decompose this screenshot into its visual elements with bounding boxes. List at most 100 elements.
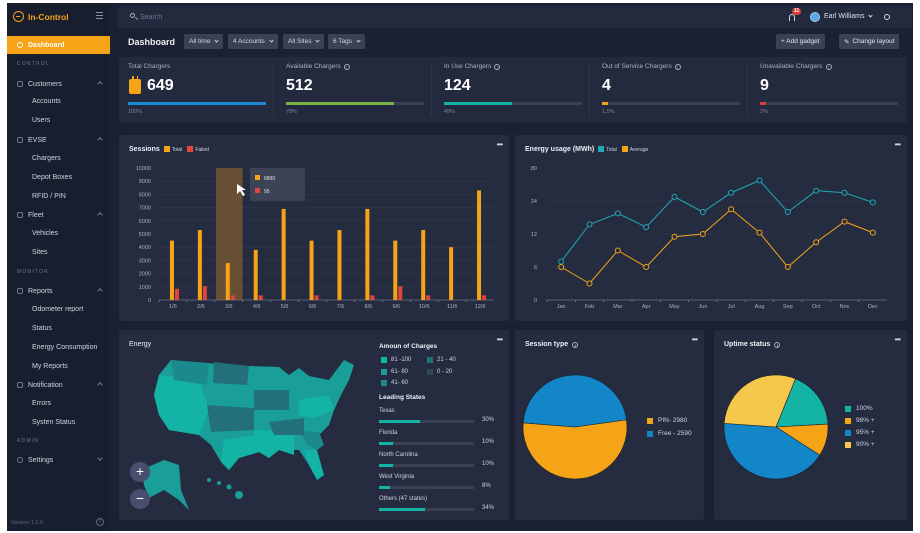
bar-failed[interactable] [398, 286, 403, 300]
sessions-chart[interactable]: 0 1000 2000 3000 4000 5000 6000 7000 8000 9000 100… [119, 135, 509, 321]
search-input[interactable] [140, 11, 440, 23]
data-point-average[interactable] [728, 206, 735, 213]
sidebar-item-accounts[interactable]: Accounts [32, 98, 61, 105]
alaska[interactable] [141, 460, 189, 510]
filter-tags[interactable]: 6 Tags [328, 34, 366, 49]
logo[interactable]: In-Control [13, 11, 69, 22]
data-point-average[interactable] [813, 239, 820, 246]
bar-total[interactable] [421, 230, 426, 300]
more-options-icon[interactable]: ••• [496, 335, 503, 344]
sidebar-item-sites[interactable]: Sites [32, 249, 48, 256]
zoom-in-button[interactable]: + [130, 462, 150, 482]
kpi-card[interactable]: Total Chargers 649 100% [119, 57, 275, 123]
pie-slice[interactable] [522, 419, 628, 480]
data-point-total[interactable] [643, 224, 650, 231]
data-point-total[interactable] [558, 258, 565, 265]
user-menu[interactable]: Earl Williams [824, 13, 865, 20]
info-icon[interactable]: i [343, 63, 350, 70]
bar-failed[interactable] [426, 295, 431, 300]
bar-failed[interactable] [258, 295, 263, 300]
sidebar-item-reports[interactable]: Reports [17, 284, 103, 298]
data-point-total[interactable] [869, 199, 876, 206]
us-map[interactable] [129, 340, 379, 520]
add-gadget-button[interactable]: + Add gadget [776, 34, 825, 49]
bar-total[interactable] [197, 230, 202, 300]
data-point-average[interactable] [784, 264, 791, 270]
collapse-sidebar-icon[interactable] [96, 12, 103, 19]
more-options-icon[interactable]: ••• [894, 140, 901, 149]
zoom-out-button[interactable]: − [130, 489, 150, 509]
pie-slice[interactable] [775, 378, 829, 428]
session-type-pie[interactable] [515, 330, 704, 520]
data-point-average[interactable] [614, 247, 621, 254]
data-point-total[interactable] [728, 189, 735, 196]
kpi-card[interactable]: Unavailable Chargers i 9 2% [751, 57, 907, 123]
data-point-total[interactable] [756, 177, 763, 184]
sidebar-item-system-status[interactable]: Systen Status [32, 419, 76, 426]
kpi-card[interactable]: In Use Chargers i 124 49% [435, 57, 591, 123]
data-point-total[interactable] [699, 209, 706, 215]
chevron-down-icon[interactable] [868, 13, 873, 18]
bar-total[interactable] [309, 240, 314, 300]
sidebar-item-settings[interactable]: Settings [17, 453, 103, 467]
data-point-total[interactable] [586, 221, 593, 228]
energy-usage-chart[interactable]: 0 6 12 24 80 Jan Feb Mar Apr May Jun Jul Aug Sep Oct No… [515, 135, 907, 321]
data-point-average[interactable] [671, 233, 678, 240]
info-icon[interactable]: i [572, 341, 579, 348]
data-point-total[interactable] [784, 209, 791, 215]
avatar[interactable] [810, 12, 820, 22]
us-mainland[interactable] [154, 360, 354, 480]
uptime-status-pie[interactable] [714, 330, 907, 520]
bar-total[interactable] [337, 230, 342, 300]
bar-total[interactable] [365, 208, 370, 300]
more-options-icon[interactable]: ••• [691, 335, 698, 344]
more-options-icon[interactable]: ••• [496, 140, 503, 149]
filter-accounts[interactable]: 4 Accounts [228, 34, 278, 49]
data-point-total[interactable] [614, 210, 621, 217]
bar-total[interactable] [449, 247, 454, 300]
bar-total[interactable] [169, 240, 174, 300]
hawaii[interactable] [207, 478, 243, 499]
kpi-card[interactable]: Out of Service Chargers i 4 1,5% [593, 57, 749, 123]
bar-failed[interactable] [314, 295, 319, 300]
pie-slice[interactable] [723, 374, 796, 428]
sidebar-item-users[interactable]: Users [32, 117, 51, 124]
sidebar-item-odometer-report[interactable]: Odometer report [32, 306, 84, 313]
bar-total[interactable] [477, 190, 482, 300]
data-point-total[interactable] [671, 193, 678, 200]
data-point-total[interactable] [813, 187, 820, 194]
sidebar-item-status[interactable]: Status [32, 325, 52, 332]
data-point-total[interactable] [841, 189, 848, 196]
bar-failed[interactable] [230, 295, 235, 300]
sidebar-item-customers[interactable]: Customers [17, 77, 103, 91]
sidebar-item-my-reports[interactable]: My Reports [32, 363, 68, 370]
sidebar-item-evse[interactable]: EVSE [17, 133, 103, 147]
sidebar-item-rfid-pin[interactable]: RFID / PIN [32, 193, 66, 200]
bar-failed[interactable] [482, 295, 487, 300]
bar-total[interactable] [281, 208, 286, 300]
filter-sites[interactable]: All Sites [283, 34, 325, 49]
sidebar-item-fleet[interactable]: Fleet [17, 208, 103, 222]
data-point-average[interactable] [586, 280, 593, 287]
data-point-average[interactable] [643, 264, 650, 270]
bar-total[interactable] [225, 263, 230, 300]
bar-failed[interactable] [174, 288, 179, 300]
kpi-card[interactable]: Available Chargers i 512 78% [277, 57, 433, 123]
data-point-average[interactable] [869, 229, 876, 236]
pie-slice[interactable] [723, 423, 821, 480]
help-icon[interactable]: ? [96, 518, 104, 526]
bar-failed[interactable] [370, 295, 375, 300]
sidebar-item-dashboard[interactable]: Dashboard [7, 36, 110, 54]
sidebar-item-errors[interactable]: Errors [32, 400, 52, 407]
info-icon[interactable]: i [774, 341, 781, 348]
notification-bell-icon[interactable] [789, 14, 795, 21]
more-options-icon[interactable]: ••• [894, 335, 901, 344]
pie-slice[interactable] [522, 374, 627, 428]
filter-time[interactable]: All time [184, 34, 224, 49]
data-point-average[interactable] [841, 218, 848, 225]
data-point-average[interactable] [756, 229, 763, 236]
sidebar-item-chargers[interactable]: Chargers [32, 155, 61, 162]
data-point-average[interactable] [558, 264, 565, 270]
sidebar-item-depot-boxes[interactable]: Depot Boxes [32, 174, 73, 181]
sidebar-item-vehicles[interactable]: Vehicles [32, 230, 59, 237]
